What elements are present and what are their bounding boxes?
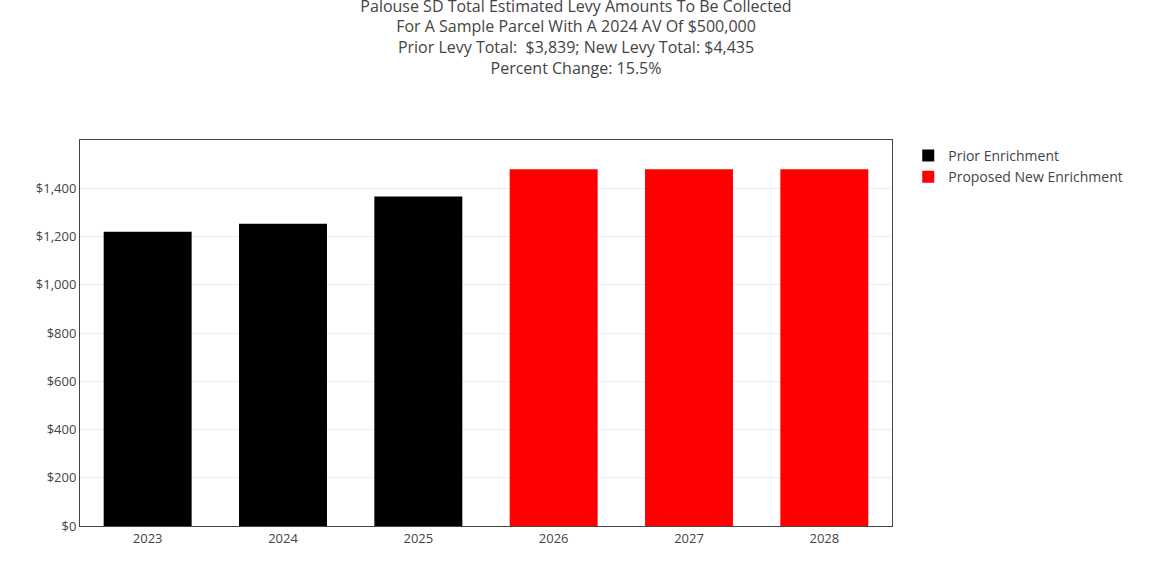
svg-text:2026: 2026 [539,529,569,547]
svg-text:2023: 2023 [133,529,163,547]
svg-text:$1,000: $1,000 [36,275,77,293]
svg-text:$200: $200 [47,468,77,486]
svg-text:Proposed New Enrichment: Proposed New Enrichment [948,167,1123,186]
svg-text:2024: 2024 [268,529,298,547]
svg-text:$0: $0 [62,517,77,535]
svg-text:$1,400: $1,400 [36,179,77,197]
svg-text:$1,200: $1,200 [36,227,77,245]
svg-text:2028: 2028 [809,529,839,547]
svg-text:$600: $600 [47,372,77,390]
svg-text:2025: 2025 [403,529,433,547]
svg-text:$800: $800 [47,324,77,342]
svg-text:Palouse SD Total Estimated Lev: Palouse SD Total Estimated Levy Amounts … [360,0,791,79]
svg-text:Prior Enrichment: Prior Enrichment [948,146,1059,165]
svg-text:2027: 2027 [674,529,704,547]
svg-text:$400: $400 [47,420,77,438]
